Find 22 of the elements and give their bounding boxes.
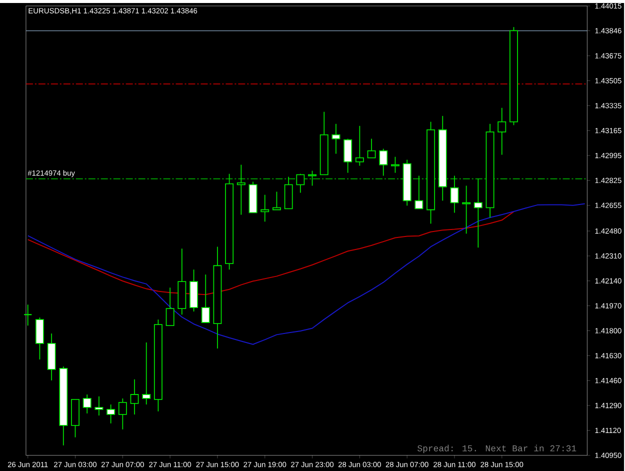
candlestick (260, 194, 270, 222)
candlestick (498, 107, 506, 156)
candlestick (94, 396, 104, 416)
candlestick (379, 148, 388, 176)
candlestick (201, 274, 210, 323)
candlestick (414, 175, 424, 210)
candlestick (166, 287, 174, 326)
candlestick (332, 123, 340, 154)
candlestick (82, 394, 92, 414)
candlestick (344, 138, 352, 174)
candlestick (236, 164, 246, 216)
candlestick (142, 342, 151, 405)
candlestick (296, 173, 305, 194)
candlestick (35, 316, 44, 360)
candlestick (118, 398, 127, 430)
candlestick (367, 138, 376, 158)
candlestick (130, 378, 139, 415)
annotation: Spread: 15. Next Bar in 27:31 (418, 444, 576, 453)
candlestick (106, 404, 116, 424)
candlestick (474, 178, 482, 248)
candlestick (450, 175, 459, 213)
candlestick (355, 125, 364, 166)
